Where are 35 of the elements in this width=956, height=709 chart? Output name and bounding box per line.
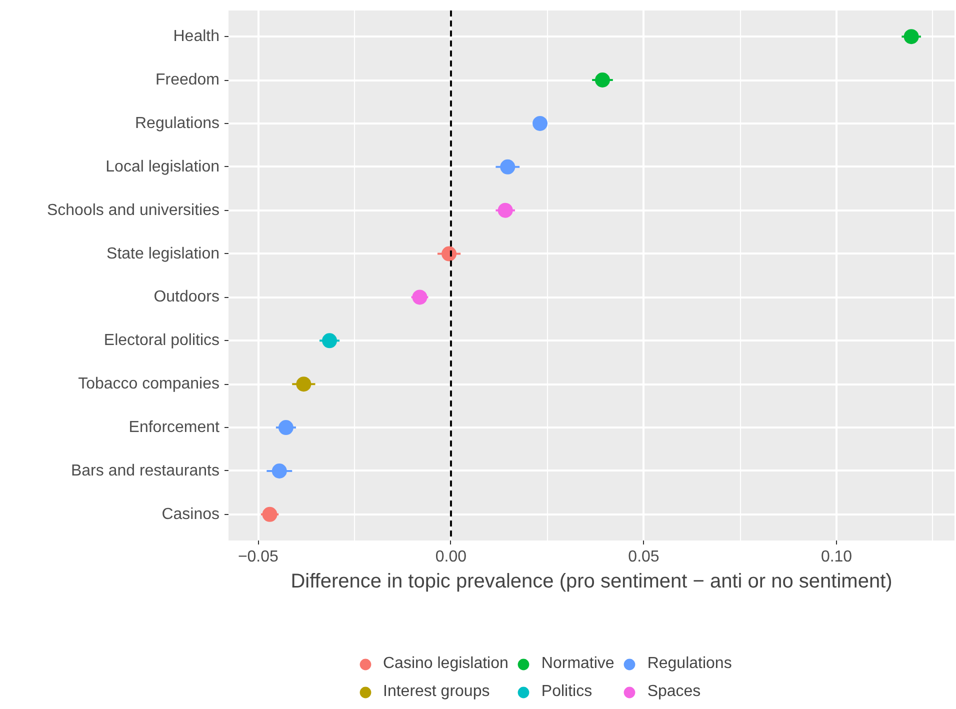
y-tick-label: Schools and universities (46, 202, 220, 219)
point (412, 290, 428, 305)
point (500, 159, 516, 174)
y-tick-label: Tobacco companies (78, 376, 220, 393)
x-tick-label: 0.10 (820, 548, 852, 566)
legend-label: Casino legislation (383, 655, 508, 673)
x-tick-label: −0.05 (238, 548, 279, 566)
point (296, 376, 312, 392)
point (322, 333, 338, 348)
y-tick-label: State legislation (106, 245, 220, 262)
point (498, 202, 513, 218)
point (272, 464, 287, 478)
legend-label: Normative (541, 655, 614, 673)
x-axis-title: Difference in topic prevalence (pro sentiment − anti or no sentiment) (290, 570, 892, 592)
legend-label: Regulations (647, 655, 732, 673)
point (442, 246, 457, 262)
y-tick-label: Enforcement (128, 419, 220, 436)
point (904, 29, 919, 44)
x-tick-label: 0.05 (628, 548, 660, 566)
point (262, 506, 278, 522)
y-tick-label: Casinos (162, 506, 220, 523)
legend-label: Politics (541, 683, 592, 701)
y-tick-label: Electoral politics (104, 332, 220, 350)
y-tick-label: Health (173, 28, 220, 46)
point (532, 116, 548, 131)
x-tick-label: 0.00 (435, 548, 467, 566)
point (278, 420, 294, 436)
y-tick-label: Regulations (135, 114, 220, 132)
legend-label: Spaces (647, 683, 701, 701)
y-tick-label: Outdoors (154, 288, 220, 306)
point (594, 72, 610, 88)
legend-label: Interest groups (383, 683, 490, 701)
y-tick-label: Bars and restaurants (70, 462, 220, 480)
y-tick-label: Local legislation (106, 158, 220, 176)
y-tick-label: Freedom (155, 72, 220, 89)
